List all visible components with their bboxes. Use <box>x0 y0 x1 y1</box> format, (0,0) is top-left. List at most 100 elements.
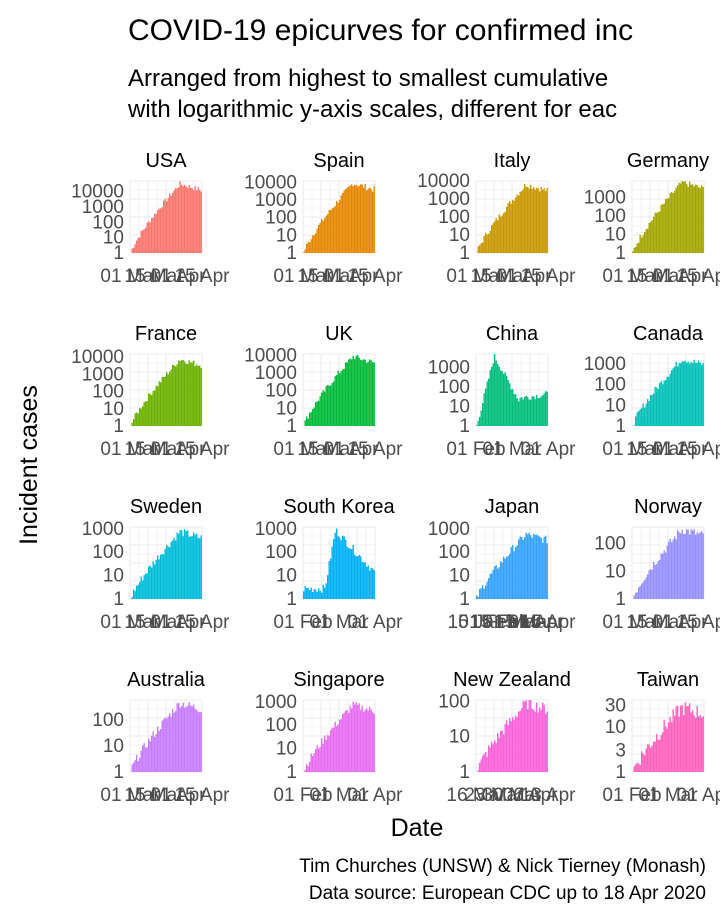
bar <box>164 198 166 253</box>
strip-label-norway: Norway <box>634 496 702 518</box>
bar <box>489 747 491 772</box>
bar <box>528 700 530 772</box>
bar <box>194 708 196 772</box>
bar <box>152 561 154 599</box>
bar <box>660 381 662 426</box>
bar <box>315 233 317 253</box>
y-tick-label: 10 <box>449 397 470 418</box>
bar <box>645 577 647 599</box>
bar <box>355 556 357 599</box>
bar <box>533 709 535 772</box>
bar <box>648 744 650 772</box>
bar <box>190 187 192 253</box>
bar <box>510 203 512 253</box>
bar <box>196 709 198 772</box>
bar <box>668 376 670 426</box>
bar <box>510 389 512 426</box>
bar <box>309 589 311 599</box>
x-tick-label: 01 Mar <box>638 785 698 806</box>
bar <box>662 732 664 772</box>
bar <box>657 388 659 426</box>
bar <box>636 592 638 599</box>
y-tick-label: 10 <box>103 399 124 420</box>
bar <box>140 408 142 426</box>
bar <box>701 185 703 253</box>
x-tick-label: 01 Mar <box>309 612 369 633</box>
bar <box>651 220 653 253</box>
bar <box>369 570 371 599</box>
bar <box>498 214 500 253</box>
bar <box>133 419 135 426</box>
bars-australia <box>131 702 202 772</box>
bar <box>140 230 142 253</box>
bar <box>504 211 506 253</box>
bar <box>654 564 656 599</box>
x-tick-label: 01 Mar <box>446 266 506 287</box>
y-tick-label: 10000 <box>417 171 470 192</box>
bar <box>145 747 147 772</box>
y-tick-label: 1000 <box>584 354 626 375</box>
bar <box>343 190 345 253</box>
bar <box>188 185 190 253</box>
bar <box>632 251 634 253</box>
bar <box>668 198 670 253</box>
x-tick-label: 15 Mar <box>626 612 686 633</box>
x-tick-label: 01 Feb <box>273 785 332 806</box>
x-tick-label: 15 Jan <box>447 612 504 633</box>
bar <box>524 701 526 772</box>
bar <box>485 751 487 772</box>
bar <box>534 189 536 253</box>
bar <box>656 387 658 426</box>
y-tick-label: 100 <box>265 542 297 563</box>
bar <box>340 540 342 599</box>
x-tick-label: 01 Feb <box>458 612 517 633</box>
bar <box>370 567 372 599</box>
bars-china <box>476 354 548 426</box>
bar <box>354 554 356 599</box>
bar <box>364 709 366 772</box>
bar <box>134 244 136 253</box>
bar <box>327 735 329 772</box>
bar <box>666 198 668 253</box>
bar <box>336 726 338 772</box>
bar <box>483 753 485 772</box>
bars-italy <box>477 184 548 253</box>
bar <box>148 221 150 253</box>
bar <box>654 741 656 772</box>
bar <box>539 397 541 426</box>
y-tick-label: 1 <box>615 589 626 610</box>
bar <box>482 242 484 253</box>
bar <box>672 539 674 599</box>
y-tick-label: 10 <box>605 225 626 246</box>
y-tick-label: 1000 <box>584 188 626 209</box>
bar <box>531 188 533 253</box>
bar <box>486 756 488 772</box>
bar <box>666 376 668 426</box>
bar <box>686 362 688 426</box>
bar <box>331 208 333 253</box>
bar <box>163 200 165 253</box>
bar <box>152 731 154 772</box>
bar <box>131 764 133 772</box>
bar <box>692 710 694 772</box>
bar <box>187 705 189 772</box>
bar <box>334 376 336 426</box>
bar <box>321 592 323 599</box>
x-tick-label: 15 Mar <box>470 266 530 287</box>
bar <box>540 187 542 253</box>
bar <box>146 747 148 772</box>
bar <box>635 592 637 599</box>
x-tick-label: 01 Mar <box>273 439 333 460</box>
bar <box>303 252 305 253</box>
bar <box>307 241 309 253</box>
x-tick-label: 15 Mar <box>626 266 686 287</box>
bar <box>191 362 193 426</box>
bar <box>641 408 643 426</box>
bar <box>318 400 320 426</box>
bar <box>513 551 515 599</box>
bar <box>501 371 503 426</box>
bar <box>663 380 665 426</box>
bar <box>342 714 344 772</box>
bar <box>363 187 365 253</box>
bar <box>488 378 490 426</box>
